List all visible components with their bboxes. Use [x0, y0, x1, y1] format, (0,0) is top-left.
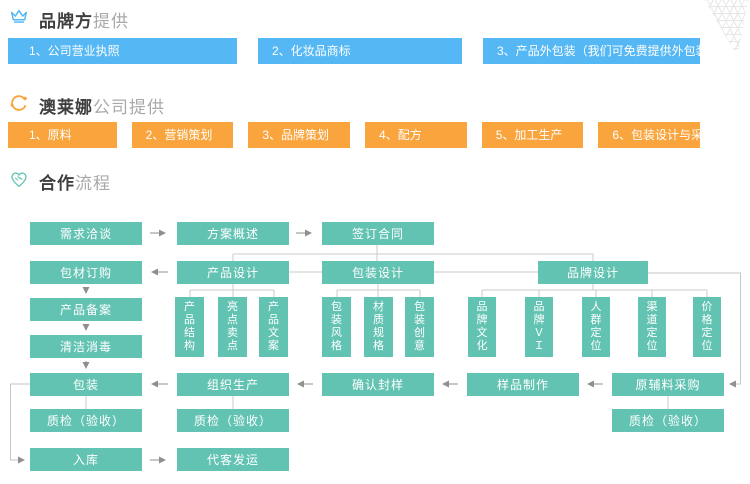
flow-node-qc-left: 质检（验收）	[30, 409, 142, 432]
crown-icon	[8, 6, 30, 33]
heart-handshake-icon	[8, 168, 30, 195]
flow-node-audience-position: 人群定位	[582, 297, 610, 357]
flow-node-product-design: 产品设计	[177, 261, 289, 284]
flow-node-qc-mid: 质检（验收）	[177, 409, 289, 432]
flow-node-packaging-order: 包材订购	[30, 261, 142, 284]
flow-node-brand-culture: 品牌文化	[468, 297, 496, 357]
brand-step-3: 3、产品外包装（我们可免费提供外包装设计）	[483, 38, 700, 64]
flow-node-confirm-sample: 确认封样	[322, 373, 434, 396]
flow-node-material-spec: 材质规格	[364, 297, 393, 357]
section-title-light: 流程	[75, 174, 111, 193]
flow-node-sign-contract: 签订合同	[322, 222, 434, 245]
flow-node-organize-production: 组织生产	[177, 373, 289, 396]
flow-node-product-filing: 产品备案	[30, 298, 142, 321]
flow-node-qc-right: 质检（验收）	[612, 409, 724, 432]
section-title-strong: 澳莱娜	[39, 98, 93, 117]
flow-node-raw-material: 原辅料采购	[612, 373, 724, 396]
flow-node-brand-design: 品牌设计	[538, 261, 648, 284]
section-title-light: 公司提供	[93, 98, 165, 117]
aolaina-steps-bar: 1、原料 2、营销策划 3、品牌策划 4、配方 5、加工生产 6、包装设计与采购	[8, 122, 701, 148]
flow-node-product-copy: 产品文案	[259, 297, 288, 357]
flow-node-packing: 包装	[30, 373, 142, 396]
section-header-process: 合作流程	[8, 168, 111, 195]
aolaina-step-3: 3、品牌策划	[248, 122, 351, 148]
flow-node-warehousing: 入库	[30, 448, 142, 471]
flow-node-consign-ship: 代客发运	[177, 448, 289, 471]
aolaina-step-5: 5、加工生产	[481, 122, 584, 148]
brand-step-1: 1、公司营业执照	[8, 38, 237, 64]
flow-node-plan-outline: 方案概述	[177, 222, 289, 245]
orbit-icon	[8, 92, 30, 119]
brand-steps-bar: 1、公司营业执照 2、化妆品商标 3、产品外包装（我们可免费提供外包装设计）	[8, 38, 700, 64]
flow-node-highlight-selling: 亮点卖点	[218, 297, 247, 357]
flow-node-sample-making: 样品制作	[467, 373, 579, 396]
aolaina-step-4: 4、配方	[365, 122, 467, 148]
section-header-aolaina: 澳莱娜公司提供	[8, 92, 165, 119]
aolaina-step-1: 1、原料	[8, 122, 117, 148]
flow-node-cleaning: 清洁消毒	[30, 335, 142, 358]
flow-node-channel-position: 渠道定位	[638, 297, 666, 357]
flow-node-brand-vi: 品牌ＶＩ	[525, 297, 553, 357]
flow-node-demand-talk: 需求洽谈	[30, 222, 142, 245]
flow-node-package-creative: 包装创意	[405, 297, 434, 357]
brand-step-2: 2、化妆品商标	[258, 38, 462, 64]
section-title-strong: 品牌方	[39, 12, 93, 31]
section-title-light: 提供	[93, 12, 129, 31]
flow-node-package-style: 包装风格	[322, 297, 351, 357]
flow-node-price-position: 价格定位	[693, 297, 721, 357]
section-title-strong: 合作	[39, 174, 75, 193]
flow-node-product-structure: 产品结构	[175, 297, 204, 357]
aolaina-step-2: 2、营销策划	[131, 122, 234, 148]
section-header-brand: 品牌方提供	[8, 6, 129, 33]
flow-node-package-design: 包装设计	[322, 261, 434, 284]
aolaina-step-6: 6、包装设计与采购	[598, 122, 701, 148]
